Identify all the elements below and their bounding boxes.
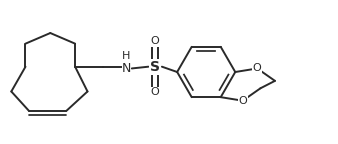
Text: O: O xyxy=(150,36,159,46)
Text: O: O xyxy=(150,87,159,97)
Text: H: H xyxy=(122,62,131,72)
Text: N: N xyxy=(122,62,131,75)
Text: S: S xyxy=(150,60,160,74)
Text: O: O xyxy=(238,96,247,106)
Text: O: O xyxy=(253,64,262,73)
Text: H: H xyxy=(122,51,131,61)
